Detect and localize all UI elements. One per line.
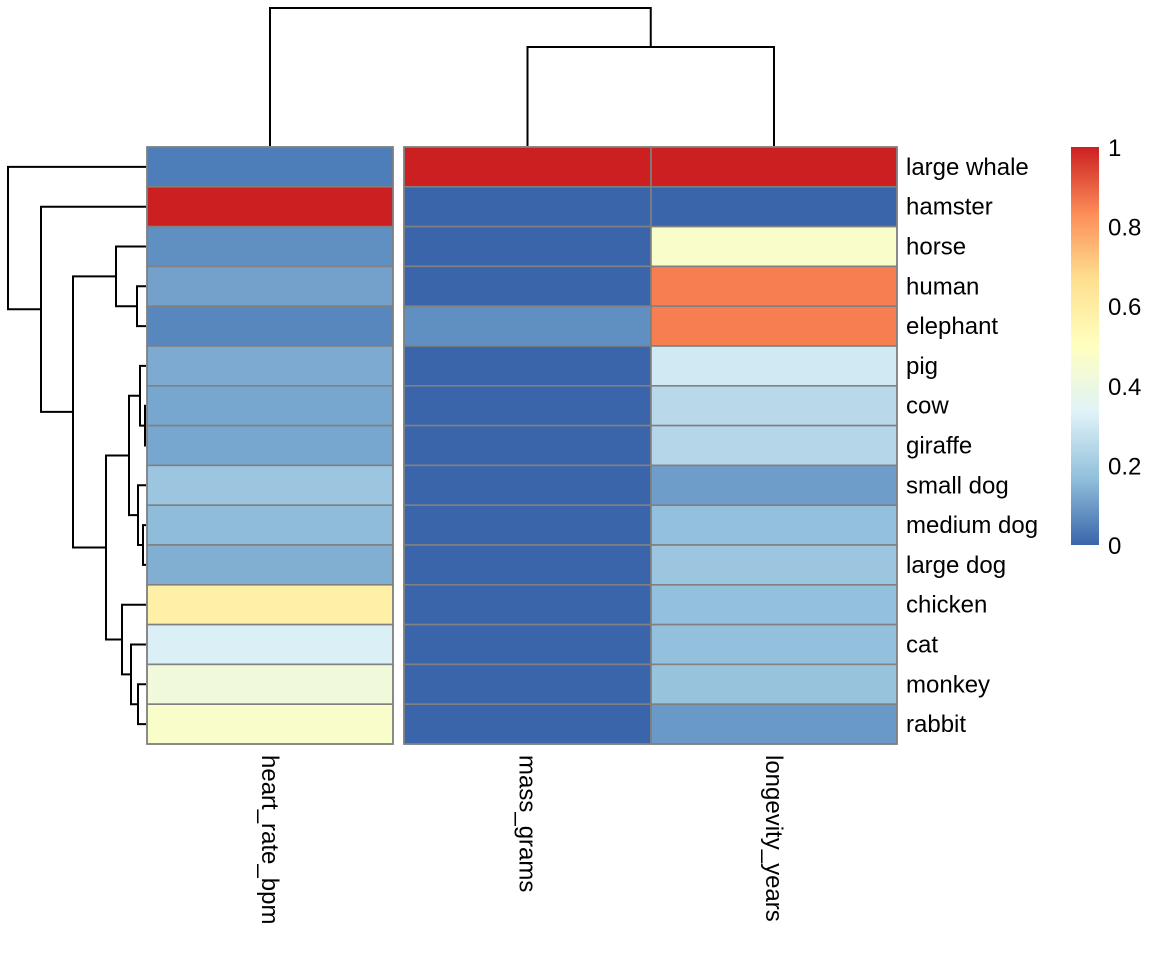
- heatmap-cell: [403, 186, 652, 228]
- row-dendrogram-branch: [142, 524, 146, 566]
- heatmap-cell: [650, 703, 898, 745]
- row-dendrogram-branch: [72, 275, 116, 549]
- heatmap-cell: [650, 345, 898, 387]
- heatmap-cell: [146, 146, 394, 188]
- row-label: small dog: [906, 472, 1009, 499]
- heatmap-cell: [403, 225, 652, 268]
- heatmap-cell: [650, 544, 898, 586]
- panel-border: [146, 146, 394, 745]
- heatmap-cell: [403, 265, 652, 307]
- column-dendrogram-branch: [269, 7, 652, 146]
- heatmap-cell: [650, 225, 898, 268]
- row-label: chicken: [906, 592, 987, 619]
- heatmap-cell: [650, 146, 898, 188]
- row-dendrogram-branch: [115, 245, 146, 308]
- column-dendrogram-branch: [526, 46, 775, 146]
- column-labels: heart_rate_bpm mass_grams longevity_years: [256, 755, 787, 924]
- heatmap-cell: [403, 424, 652, 467]
- heatmap-cell: [146, 703, 394, 745]
- heatmap-cell: [650, 663, 898, 706]
- legend-tick-label: 0.6: [1108, 294, 1141, 321]
- row-label: rabbit: [906, 711, 966, 738]
- heatmap-cell: [403, 544, 652, 586]
- row-dendrogram-branch: [137, 683, 146, 726]
- row-label: large whale: [906, 154, 1029, 181]
- heatmap-cells: [146, 146, 898, 745]
- heatmap-cell: [403, 703, 652, 745]
- heatmap-cell: [146, 186, 394, 228]
- heatmap-cell: [403, 345, 652, 387]
- heatmap-cell: [146, 305, 394, 347]
- heatmap-cell: [146, 583, 394, 626]
- row-label: giraffe: [906, 433, 972, 460]
- heatmap-cell: [650, 305, 898, 347]
- row-label: cat: [906, 632, 938, 659]
- heatmap-cell: [650, 384, 898, 427]
- legend-tick-label: 1: [1108, 135, 1121, 162]
- row-dendrogram-branch: [105, 454, 129, 641]
- row-labels: large whale hamster horse human elephant pig c…: [906, 154, 1038, 738]
- heatmap-cell: [650, 623, 898, 666]
- row-dendrogram-branch: [136, 285, 146, 328]
- column-dendrogram: [269, 7, 775, 146]
- heatmap-cell: [146, 544, 394, 586]
- heatmap-cell: [650, 583, 898, 626]
- heatmap-cell: [403, 464, 652, 506]
- row-dendrogram-branch: [144, 404, 146, 447]
- legend-color-bar: [1071, 147, 1099, 545]
- legend-tick-label: 0.8: [1108, 215, 1141, 242]
- heatmap-cell: [146, 663, 394, 706]
- legend-ticks: 0 0.2 0.4 0.6 0.8 1: [1108, 135, 1141, 560]
- row-label: cow: [906, 393, 949, 420]
- column-label: heart_rate_bpm: [256, 755, 283, 924]
- row-dendrogram: [7, 165, 146, 726]
- heatmap-cell: [146, 345, 394, 387]
- row-dendrogram-branch: [40, 205, 146, 413]
- heatmap-cell: [146, 464, 394, 506]
- row-label: large dog: [906, 552, 1006, 579]
- heatmap-cell: [403, 384, 652, 427]
- heatmap-cell: [146, 265, 394, 307]
- legend-tick-label: 0.4: [1108, 374, 1141, 401]
- row-label: elephant: [906, 313, 998, 340]
- row-dendrogram-branch: [7, 165, 146, 311]
- legend-tick-label: 0.2: [1108, 453, 1141, 480]
- row-label: human: [906, 273, 979, 300]
- panel-border: [403, 146, 898, 745]
- row-label: horse: [906, 234, 966, 261]
- heatmap-cell: [146, 623, 394, 666]
- heatmap-cell: [650, 186, 898, 228]
- row-label: medium dog: [906, 512, 1038, 539]
- heatmap-cell: [650, 464, 898, 506]
- row-label: monkey: [906, 671, 990, 698]
- heatmap-cell: [403, 663, 652, 706]
- row-label: pig: [906, 353, 938, 380]
- heatmap-cell: [403, 504, 652, 546]
- heatmap-cell: [146, 225, 394, 268]
- heatmap-cell: [403, 146, 652, 188]
- heatmap-cell: [650, 424, 898, 467]
- heatmap-cell: [650, 265, 898, 307]
- heatmap-cell: [650, 504, 898, 546]
- heatmap-cell: [403, 583, 652, 626]
- color-legend: 0 0.2 0.4 0.6 0.8 1: [1071, 135, 1141, 560]
- heatmap-cell: [403, 305, 652, 347]
- column-label: longevity_years: [760, 755, 787, 922]
- heatmap-cell: [146, 424, 394, 467]
- column-label: mass_grams: [514, 755, 541, 892]
- legend-tick-label: 0: [1108, 533, 1121, 560]
- row-label: hamster: [906, 194, 993, 221]
- heatmap-cell: [146, 504, 394, 546]
- heatmap-cell: [146, 384, 394, 427]
- row-dendrogram-branch: [121, 603, 146, 676]
- heatmap-cell: [403, 623, 652, 666]
